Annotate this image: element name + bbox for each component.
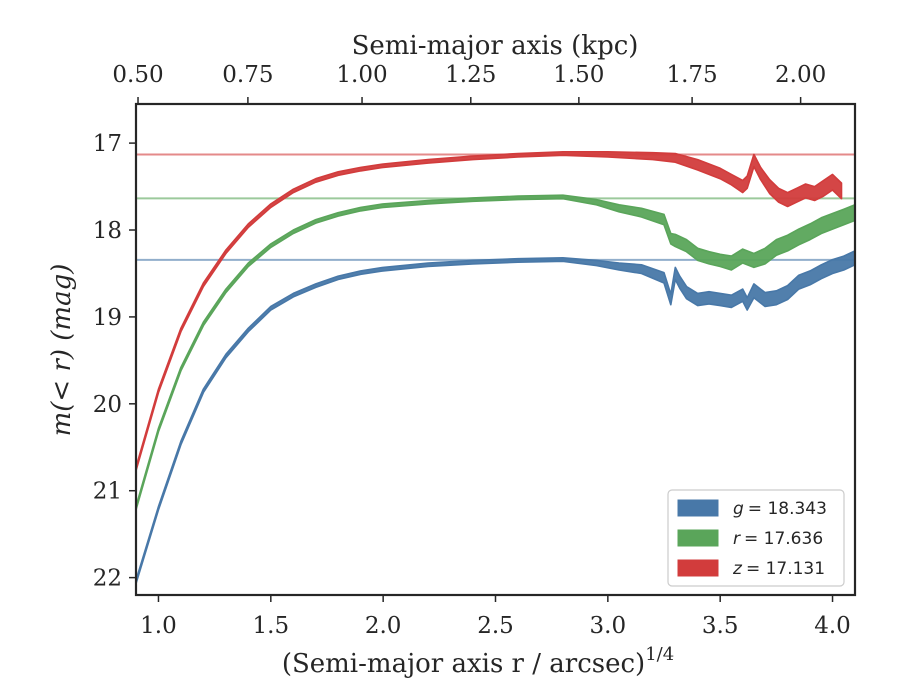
top-tick-label: 0.50 bbox=[112, 62, 163, 88]
y-tick-label: 22 bbox=[93, 566, 122, 592]
series-band-r bbox=[136, 194, 855, 511]
legend-var-r: r bbox=[733, 529, 741, 549]
x-axis-title-superscript: 1/4 bbox=[645, 644, 674, 665]
series-layer bbox=[136, 151, 855, 585]
top-tick-label: 2.00 bbox=[775, 62, 826, 88]
y-tick-label: 21 bbox=[93, 479, 122, 505]
x-axis-title-text: (Semi-major axis r / arcsec) bbox=[282, 649, 645, 679]
top-axis-title: Semi-major axis (kpc) bbox=[352, 31, 639, 61]
series-band-g bbox=[136, 250, 855, 585]
x-tick-label: 2.0 bbox=[365, 613, 402, 639]
legend-label-z: z = 17.131 bbox=[732, 559, 825, 579]
top-tick-label: 1.25 bbox=[445, 62, 496, 88]
y-tick-label: 17 bbox=[93, 131, 122, 157]
legend: g = 18.343 r = 17.636 z = 17.131 bbox=[667, 489, 845, 587]
legend-swatch-g bbox=[677, 499, 719, 517]
legend-var-z: z bbox=[732, 559, 743, 579]
tick-layer bbox=[129, 97, 834, 602]
top-tick-label: 1.75 bbox=[666, 62, 717, 88]
x-tick-label: 1.0 bbox=[140, 613, 177, 639]
x-tick-label: 2.5 bbox=[477, 613, 514, 639]
x-tick-label: 3.0 bbox=[590, 613, 627, 639]
top-tick-label: 1.50 bbox=[553, 62, 604, 88]
x-axis-title: (Semi-major axis r / arcsec)1/4 bbox=[282, 644, 674, 679]
series-band-z bbox=[136, 151, 843, 472]
y-tick-label: 18 bbox=[93, 218, 122, 244]
legend-swatch-z bbox=[677, 559, 719, 577]
y-axis-title: m(< r) (mag) bbox=[47, 264, 77, 437]
legend-swatch-r bbox=[677, 529, 719, 547]
top-tick-label: 0.75 bbox=[222, 62, 273, 88]
tick-label-layer: 1.0 1.5 2.0 2.5 3.0 3.5 4.0 0.50 0.75 1.00 1.25 1.5… bbox=[93, 62, 851, 639]
x-tick-label: 1.5 bbox=[253, 613, 290, 639]
x-tick-label: 3.5 bbox=[702, 613, 739, 639]
legend-value-r: = 17.636 bbox=[744, 529, 823, 549]
y-tick-label: 20 bbox=[93, 392, 122, 418]
legend-value-z: = 17.131 bbox=[746, 559, 825, 579]
y-tick-label: 19 bbox=[93, 305, 122, 331]
legend-label-r: r = 17.636 bbox=[733, 529, 823, 549]
legend-label-g: g = 18.343 bbox=[733, 499, 827, 519]
legend-value-g: = 18.343 bbox=[748, 499, 827, 519]
legend-var-g: g bbox=[733, 499, 744, 519]
plot-frame bbox=[134, 102, 857, 597]
top-tick-label: 1.00 bbox=[336, 62, 387, 88]
x-tick-label: 4.0 bbox=[814, 613, 851, 639]
